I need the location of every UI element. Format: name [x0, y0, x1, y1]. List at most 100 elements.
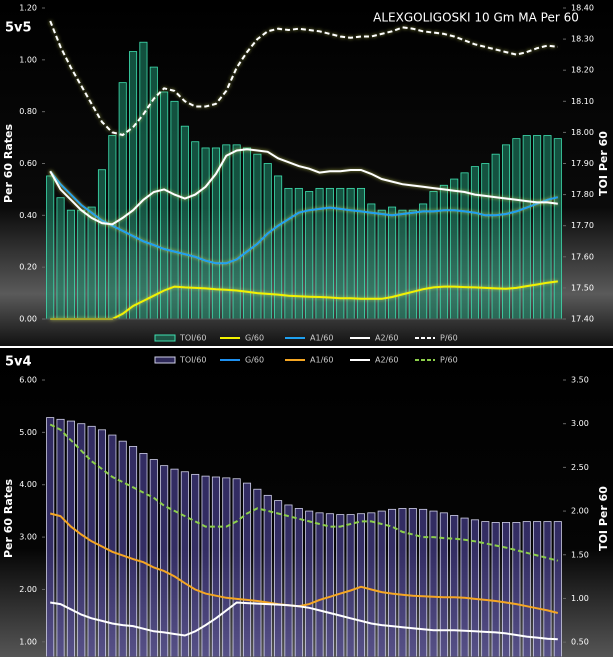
bar	[315, 512, 324, 657]
bar	[160, 91, 169, 320]
y2-axis-title: TOI Per 60	[597, 131, 610, 196]
y-tick-label: 1.00	[19, 55, 37, 64]
line-series	[49, 20, 558, 137]
y2-tick-label: 18.00	[571, 128, 594, 137]
bar	[460, 172, 469, 320]
line-series	[49, 148, 558, 226]
bar	[346, 514, 355, 657]
legend-label: A1/60	[310, 334, 333, 343]
line-series	[49, 423, 559, 562]
bar	[242, 147, 252, 320]
bar	[419, 508, 428, 657]
y-axis-title: Per 60 Rates	[2, 124, 15, 204]
y-tick-label: 1.00	[19, 637, 37, 646]
y2-tick-label: 17.50	[571, 283, 594, 292]
bar	[388, 508, 397, 657]
line-series	[49, 512, 559, 614]
y2-tick-label: 18.40	[571, 4, 594, 13]
y2-tick-label: 18.10	[571, 97, 594, 106]
line-series	[49, 170, 559, 265]
bar	[77, 209, 86, 320]
bar	[66, 420, 75, 657]
legend-label: A2/60	[375, 334, 398, 343]
y2-axis-title: TOI Per 60	[597, 486, 610, 551]
bar	[274, 500, 283, 657]
bar	[408, 508, 417, 657]
bar	[46, 175, 55, 320]
bar	[56, 418, 65, 657]
bar	[377, 510, 386, 657]
y2-tick-label: 2.00	[571, 507, 589, 516]
bar	[367, 203, 376, 320]
bar	[46, 417, 55, 657]
legend-label: P/60	[440, 334, 458, 343]
legend-label: TOI/60	[179, 334, 206, 343]
y-tick-label: 5.00	[19, 428, 37, 437]
plot-area	[46, 417, 562, 657]
bar	[470, 519, 479, 657]
bar	[481, 163, 490, 320]
y2-tick-label: 18.20	[571, 66, 594, 75]
bar	[377, 209, 386, 320]
legend-label: A1/60	[310, 356, 333, 365]
bar	[501, 522, 511, 657]
bar	[222, 144, 231, 320]
bar	[56, 197, 65, 320]
y-tick-label: 2.00	[19, 585, 37, 594]
bar	[439, 184, 448, 320]
bar	[222, 477, 231, 657]
bar	[460, 517, 469, 657]
bar	[87, 206, 96, 320]
y-tick-label: 0.40	[19, 211, 37, 220]
bar	[118, 440, 127, 657]
bar	[274, 175, 283, 320]
y-tick-label: 0.60	[19, 159, 37, 168]
bar	[108, 434, 117, 657]
bar	[522, 135, 531, 320]
legend-swatch	[154, 356, 176, 364]
chart-title: ALEXGOLIGOSKI 10 Gm MA Per 60	[373, 11, 579, 25]
bar	[388, 206, 397, 320]
bar	[180, 471, 189, 657]
y2-tick-label: 17.80	[571, 190, 594, 199]
bar	[191, 473, 200, 657]
bar	[501, 144, 511, 320]
y2-tick-label: 1.00	[571, 594, 589, 603]
y2-tick-label: 17.90	[571, 159, 594, 168]
bar	[419, 203, 428, 320]
y2-tick-label: 1.50	[571, 550, 589, 559]
y-tick-label: 1.20	[19, 4, 37, 13]
bar	[149, 459, 158, 657]
y-tick-label: 4.00	[19, 480, 37, 489]
bar	[491, 153, 500, 320]
bar	[129, 51, 138, 320]
bar	[201, 475, 210, 657]
bar	[294, 508, 303, 657]
bar	[450, 178, 459, 320]
legend-label: A2/60	[375, 356, 398, 365]
bar	[284, 187, 293, 320]
bar	[470, 166, 479, 320]
bar	[553, 138, 562, 320]
bar	[356, 513, 366, 657]
bar	[367, 512, 376, 657]
bar	[160, 465, 169, 657]
bar	[543, 135, 552, 320]
bar	[139, 453, 148, 657]
legend-label: G/60	[245, 356, 264, 365]
y-tick-label: 6.00	[19, 376, 37, 385]
bar	[263, 494, 272, 657]
bar	[232, 144, 241, 320]
bar	[325, 513, 334, 657]
y-tick-label: 0.20	[19, 263, 37, 272]
bar	[253, 488, 262, 657]
bar	[284, 504, 293, 657]
line-series	[50, 601, 558, 641]
bar	[439, 512, 448, 657]
y-tick-label: 0.00	[19, 315, 37, 324]
y2-tick-label: 18.30	[571, 35, 594, 44]
y2-tick-label: 0.50	[571, 638, 589, 647]
plot-area	[46, 20, 562, 320]
bar	[211, 476, 220, 657]
